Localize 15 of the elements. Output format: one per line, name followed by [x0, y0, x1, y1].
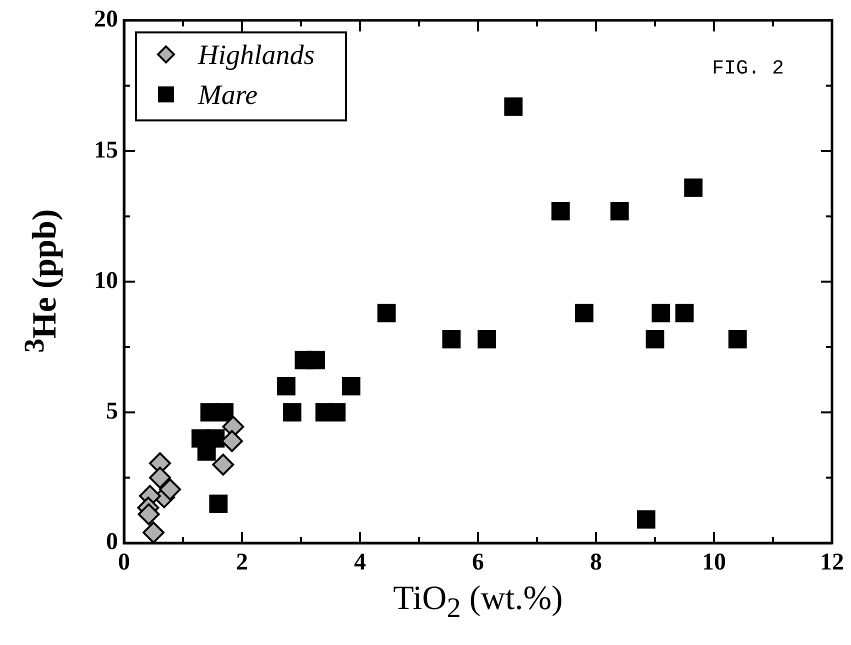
x-tick-label: 2: [236, 550, 248, 576]
legend-label: Mare: [197, 80, 258, 111]
x-tick-label: 8: [590, 550, 602, 576]
y-tick-label: 0: [106, 529, 118, 556]
y-tick-label: 15: [94, 137, 118, 164]
x-tick-label: 4: [354, 550, 366, 576]
x-tick-label: 6: [472, 550, 484, 576]
y-tick-label: 5: [106, 398, 118, 425]
annotation: FIG. 2: [712, 58, 784, 81]
x-tick-label: 12: [820, 550, 844, 576]
x-axis-title: TiO$_{2}$ (wt.%): [393, 580, 563, 625]
y-tick-label: 10: [94, 268, 118, 294]
y-tick-label: 20: [94, 6, 118, 33]
x-tick-label: 10: [702, 550, 726, 576]
legend-label: Highlands: [197, 40, 315, 71]
